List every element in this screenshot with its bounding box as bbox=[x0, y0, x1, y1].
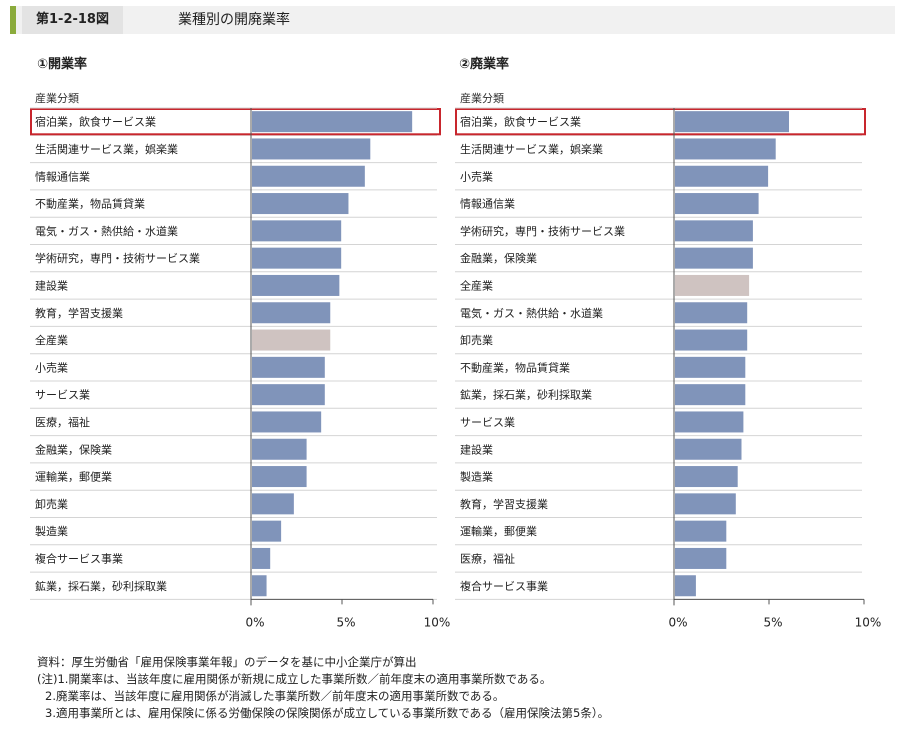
category-label: 教育，学習支援業 bbox=[460, 497, 548, 511]
category-label: サービス業 bbox=[460, 416, 515, 429]
bar bbox=[675, 165, 769, 187]
category-label: 複合サービス事業 bbox=[460, 579, 548, 593]
footnote-2: 2.廃業率は、当該年度に雇用関係が消滅した事業所数／前年度末の適用事業所数である… bbox=[45, 689, 505, 703]
bar bbox=[252, 411, 322, 433]
category-label: 卸売業 bbox=[460, 333, 493, 347]
bar bbox=[675, 384, 746, 406]
bar bbox=[252, 274, 340, 296]
bar-all-industries bbox=[675, 274, 750, 296]
bar bbox=[675, 302, 748, 324]
category-label: 建設業 bbox=[35, 278, 68, 292]
category-label: 金融業，保険業 bbox=[35, 442, 112, 456]
category-label: 複合サービス事業 bbox=[35, 551, 123, 565]
category-label: 生活関連サービス業，娯楽業 bbox=[35, 142, 178, 156]
category-label: 情報通信業 bbox=[35, 170, 90, 183]
bar bbox=[675, 138, 776, 160]
bar bbox=[252, 193, 349, 215]
category-label: 製造業 bbox=[460, 470, 493, 484]
category-label: 小売業 bbox=[460, 170, 493, 183]
bar bbox=[675, 547, 727, 569]
bar-charts: 産業分類宿泊業，飲食サービス業生活関連サービス業，娯楽業情報通信業不動産業，物品… bbox=[30, 92, 882, 629]
bar bbox=[675, 411, 744, 433]
bar bbox=[675, 493, 736, 515]
category-label: 運輸業，郵便業 bbox=[35, 470, 112, 484]
category-label: 運輸業，郵便業 bbox=[460, 524, 537, 538]
bar bbox=[252, 493, 294, 515]
category-header: 産業分類 bbox=[35, 92, 79, 105]
category-label: 学術研究，専門・技術サービス業 bbox=[35, 251, 200, 265]
bar bbox=[252, 220, 342, 242]
bar-all-industries bbox=[252, 329, 331, 351]
category-label: 情報通信業 bbox=[460, 198, 515, 211]
bar bbox=[675, 438, 742, 460]
footnote-1: (注)1.開業率は、当該年度に雇用関係が新規に成立した事業所数／前年度末の適用事… bbox=[37, 672, 552, 686]
panel-title-opening-rate: ①開業率 bbox=[37, 57, 88, 72]
highlight-box bbox=[30, 108, 441, 136]
category-label: 製造業 bbox=[35, 524, 68, 538]
bar bbox=[252, 165, 365, 187]
footnote-source: 資料：厚生労働省「雇用保険事業年報」のデータを基に中小企業庁が算出 bbox=[37, 655, 417, 669]
bar bbox=[675, 193, 759, 215]
bar bbox=[675, 520, 727, 542]
category-label: サービス業 bbox=[35, 389, 90, 402]
bar bbox=[675, 329, 748, 351]
bar bbox=[252, 356, 325, 378]
category-label: 宿泊業，飲食サービス業 bbox=[460, 115, 581, 129]
bar bbox=[675, 466, 738, 488]
panel-title-closure-rate: ②廃業率 bbox=[459, 57, 510, 72]
bar bbox=[252, 438, 307, 460]
category-label: 建設業 bbox=[460, 442, 493, 456]
category-label: 学術研究，専門・技術サービス業 bbox=[460, 224, 625, 238]
bar bbox=[675, 575, 696, 597]
category-label: 医療，福祉 bbox=[460, 551, 515, 565]
bar bbox=[252, 111, 413, 133]
category-label: 医療，福祉 bbox=[35, 415, 90, 429]
bar bbox=[252, 520, 282, 542]
footnote-3: 3.適用事業所とは、雇用保険に係る労働保険の保険関係が成立している事業所数である… bbox=[45, 706, 610, 720]
footnotes: 資料：厚生労働省「雇用保険事業年報」のデータを基に中小企業庁が算出 (注)1.開… bbox=[37, 654, 609, 722]
category-label: 電気・ガス・熱供給・水道業 bbox=[35, 224, 178, 238]
category-label: 小売業 bbox=[35, 361, 68, 374]
x-tick-label: 5% bbox=[336, 615, 355, 629]
bar bbox=[252, 575, 267, 597]
bar bbox=[252, 466, 307, 488]
highlight-box bbox=[455, 108, 866, 136]
x-tick-label: 10% bbox=[855, 615, 882, 629]
category-label: 宿泊業，飲食サービス業 bbox=[35, 115, 156, 129]
bar bbox=[252, 547, 271, 569]
bar bbox=[252, 247, 342, 269]
bar bbox=[252, 138, 371, 160]
category-label: 卸売業 bbox=[35, 497, 68, 511]
x-tick-label: 0% bbox=[668, 615, 687, 629]
figure-number: 第1-2-18図 bbox=[22, 6, 123, 34]
bar bbox=[675, 111, 789, 133]
category-label: 教育，学習支援業 bbox=[35, 306, 123, 320]
category-label: 生活関連サービス業，娯楽業 bbox=[460, 142, 603, 156]
x-tick-label: 10% bbox=[424, 615, 451, 629]
category-label: 全産業 bbox=[35, 333, 68, 347]
category-label: 金融業，保険業 bbox=[460, 251, 537, 265]
category-header: 産業分類 bbox=[460, 92, 504, 105]
bar bbox=[252, 302, 331, 324]
figure-title: 業種別の開廃業率 bbox=[178, 12, 290, 28]
category-label: 不動産業，物品賃貸業 bbox=[35, 197, 145, 211]
bar bbox=[675, 247, 753, 269]
category-label: 不動産業，物品賃貸業 bbox=[460, 360, 570, 374]
header-accent-bar bbox=[10, 6, 16, 34]
bar bbox=[675, 220, 753, 242]
bar bbox=[252, 384, 325, 406]
x-tick-label: 0% bbox=[245, 615, 264, 629]
category-label: 全産業 bbox=[460, 278, 493, 292]
category-label: 電気・ガス・熱供給・水道業 bbox=[460, 306, 603, 320]
bar bbox=[675, 356, 746, 378]
figure-header bbox=[10, 6, 895, 34]
category-label: 鉱業，採石業，砂利採取業 bbox=[460, 388, 592, 402]
category-label: 鉱業，採石業，砂利採取業 bbox=[35, 579, 167, 593]
x-tick-label: 5% bbox=[763, 615, 782, 629]
